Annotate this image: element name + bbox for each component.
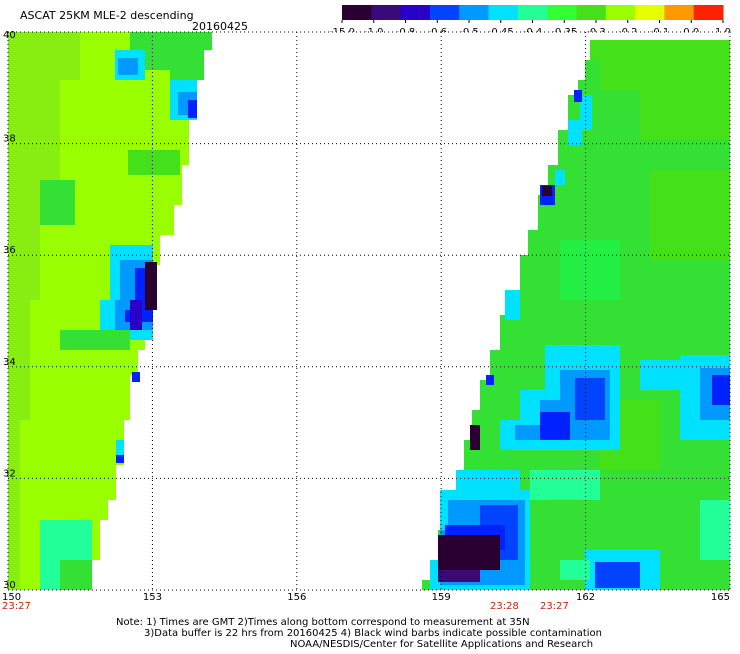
colorbar-segment	[605, 5, 636, 20]
pass-time-left: 23:27	[2, 601, 31, 612]
latitude-label: 38	[3, 134, 16, 145]
pass-time-right-a: 23:28	[490, 601, 519, 612]
longitude-label: 156	[287, 592, 306, 603]
colorbar-segment	[517, 5, 548, 20]
latitude-label: 36	[3, 245, 16, 256]
note-line-2: 3)Data buffer is 22 hrs from 20160425 4)…	[144, 628, 602, 639]
swath-left	[8, 32, 212, 590]
longitude-label: 150	[2, 592, 21, 603]
grid-lines	[7, 31, 731, 591]
colorbar-segment	[429, 5, 460, 20]
colorbar-segment	[576, 5, 607, 20]
latitude-label: 40	[3, 30, 16, 41]
longitude-label: 162	[576, 592, 595, 603]
note-line-1: Note: 1) Times are GMT 2)Times along bot…	[116, 617, 530, 628]
colorbar	[342, 5, 724, 20]
colorbar-segment	[488, 5, 519, 20]
colorbar-segment	[371, 5, 402, 20]
longitude-label: 153	[143, 592, 162, 603]
latitude-labels: 40 38 36 34 32 30	[3, 30, 16, 591]
colorbar-segment	[547, 5, 577, 20]
colorbar-segment	[342, 5, 372, 20]
longitude-label: 165	[711, 592, 730, 603]
colorbar-segment	[693, 5, 724, 20]
latitude-label: 30	[3, 580, 16, 591]
longitude-labels: 150 153 156 159 162 165	[2, 592, 730, 603]
latitude-label: 34	[3, 357, 16, 368]
colorbar-segment	[664, 5, 695, 20]
longitude-label: 159	[432, 592, 451, 603]
colorbar-segment	[635, 5, 665, 20]
pass-time-right-b: 23:27	[540, 601, 569, 612]
swath-right	[422, 40, 730, 590]
map-title: ASCAT 25KM MLE-2 descending	[20, 9, 194, 22]
map-date: 20160425	[192, 20, 248, 33]
note-line-3: NOAA/NESDIS/Center for Satellite Applica…	[290, 639, 593, 650]
colorbar-segment	[459, 5, 490, 20]
colorbar-segment	[400, 5, 431, 20]
latitude-label: 32	[3, 468, 16, 479]
